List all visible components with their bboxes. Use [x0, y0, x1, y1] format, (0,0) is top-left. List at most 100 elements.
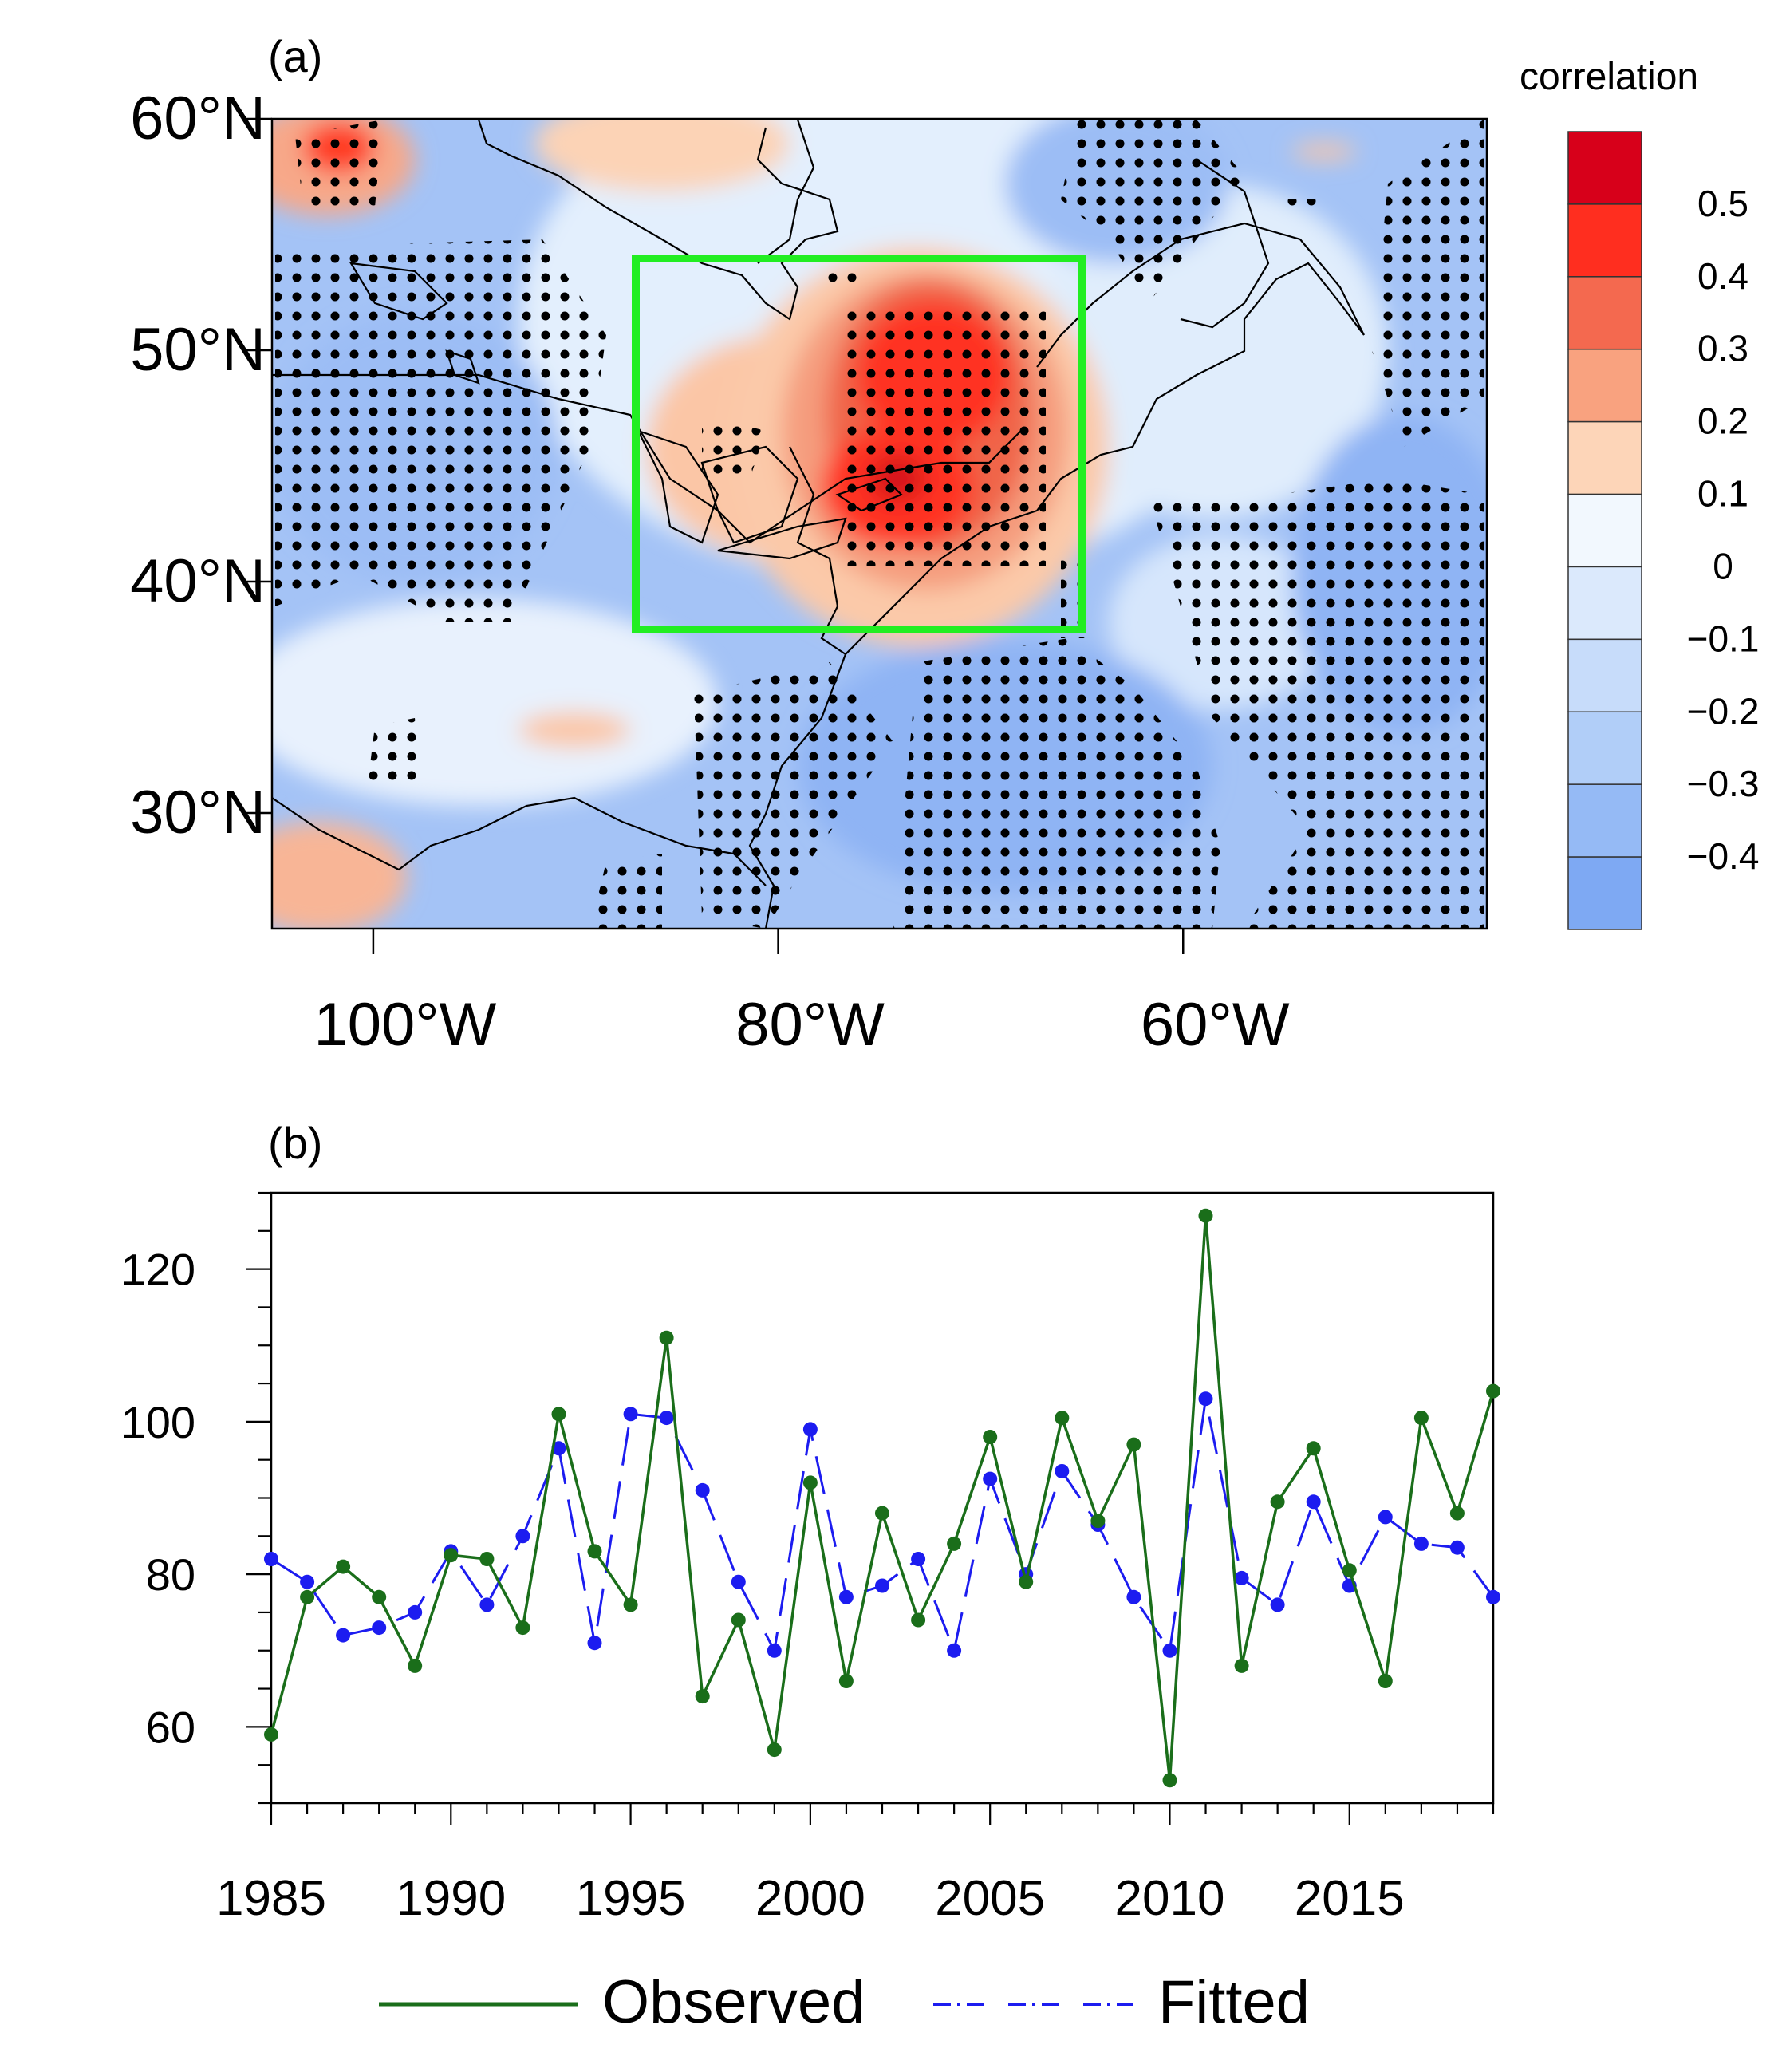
observed-point [802, 1475, 818, 1490]
fitted-point [372, 1620, 387, 1636]
colorbar-label: 0.1 [1697, 473, 1748, 515]
map-longitude-axis: 100°W 80°W 60°W [313, 929, 1290, 1059]
observed-point [911, 1612, 926, 1628]
y-axis: 60 80 100 120 [121, 1191, 271, 1805]
x-tick-label: 1990 [396, 1871, 506, 1926]
observed-point [300, 1589, 315, 1604]
coastline [272, 373, 1022, 544]
significance-stippling-core [842, 303, 1046, 566]
observed-point [515, 1620, 530, 1636]
fitted-point [1449, 1540, 1465, 1555]
observed-point [1306, 1441, 1321, 1456]
x-axis: 1985 1990 1995 2000 2005 2010 2015 [216, 1803, 1495, 1926]
lake-outline [700, 445, 799, 544]
colorbar-label: 0.4 [1697, 255, 1748, 297]
colorbar-label: −0.2 [1687, 690, 1760, 732]
fitted-point [551, 1441, 566, 1456]
x-tick-label: 2015 [1295, 1871, 1405, 1926]
fitted-point [1055, 1464, 1070, 1478]
panel-a-label: (a) [268, 31, 322, 81]
lat-tick-label: 30°N [130, 779, 266, 847]
series-observed [264, 1208, 1500, 1788]
map-warm-zone [1292, 144, 1356, 160]
observed-point [1019, 1574, 1034, 1589]
lon-tick-label: 80°W [735, 991, 885, 1059]
colorbar-cell [1567, 711, 1642, 785]
fitted-point [802, 1422, 818, 1437]
y-tick-label: 80 [146, 1549, 195, 1600]
fitted-point [911, 1552, 926, 1566]
fitted-point [659, 1411, 674, 1426]
legend-fitted-label: Fitted [1158, 1968, 1310, 2036]
colorbar-label: 0.5 [1697, 183, 1748, 224]
y-tick-label: 120 [121, 1245, 195, 1295]
colorbar-cells [1567, 131, 1642, 930]
colorbar-cell [1567, 348, 1642, 423]
observed-point [1486, 1383, 1500, 1399]
colorbar-cell [1567, 856, 1642, 930]
fitted-point [336, 1628, 351, 1643]
x-tick-label: 2010 [1115, 1871, 1225, 1926]
coastline [757, 119, 815, 264]
observed-point [264, 1727, 278, 1742]
lon-tick-label: 60°W [1141, 991, 1290, 1059]
colorbar-cell [1567, 276, 1642, 350]
observed-point [1234, 1658, 1249, 1673]
lat-tick-label: 60°N [130, 85, 266, 152]
fitted-point [515, 1529, 530, 1544]
observed-point [947, 1536, 962, 1551]
observed-point [623, 1597, 638, 1612]
observed-point [444, 1548, 459, 1563]
fitted-point [587, 1636, 602, 1651]
x-tick-label: 1985 [216, 1871, 326, 1926]
series-fitted [264, 1391, 1500, 1658]
colorbar-title: correlation [1520, 56, 1698, 98]
map-warm-zone [518, 712, 630, 748]
observed-point [336, 1559, 351, 1574]
observed-point [1449, 1506, 1465, 1521]
fitted-point [838, 1589, 854, 1604]
fitted-point [731, 1574, 746, 1589]
fitted-point [408, 1604, 423, 1620]
fitted-point [767, 1643, 782, 1658]
coastline [477, 119, 839, 321]
fitted-line [270, 1398, 1495, 1656]
colorbar-label: −0.1 [1687, 618, 1760, 659]
observed-point [1342, 1563, 1357, 1578]
observed-point [408, 1658, 423, 1673]
focus-region-box [632, 255, 1086, 633]
legend-observed-label: Observed [602, 1968, 865, 2036]
fitted-point [479, 1597, 495, 1612]
observed-point [983, 1430, 998, 1444]
observed-point [838, 1674, 854, 1688]
panel-b-label: (b) [268, 1118, 322, 1168]
observed-point [1413, 1411, 1429, 1426]
x-tick-label: 2000 [755, 1871, 865, 1926]
observed-point [695, 1689, 710, 1704]
map-field [272, 119, 1487, 929]
legend: Observed Fitted [379, 1968, 1310, 2036]
colorbar-cell [1567, 638, 1642, 713]
observed-point [1270, 1494, 1285, 1510]
colorbar-label: −0.4 [1687, 835, 1760, 877]
map-latitude-axis: 30°N 40°N 50°N 60°N [130, 85, 272, 847]
observed-point [1378, 1674, 1393, 1688]
fitted-point [623, 1407, 638, 1422]
observed-point [1055, 1411, 1070, 1426]
fitted-point [1198, 1391, 1213, 1407]
colorbar-cell [1567, 420, 1642, 495]
observed-point [875, 1506, 889, 1521]
colorbar-label: 0.2 [1697, 401, 1748, 442]
coastline [272, 796, 767, 886]
fitted-point [947, 1643, 962, 1658]
fitted-point [1413, 1536, 1429, 1551]
colorbar-cell [1567, 566, 1642, 641]
observed-point [731, 1612, 746, 1628]
observed-point [1126, 1437, 1141, 1452]
coastline [1180, 159, 1270, 329]
lon-tick-label: 100°W [313, 991, 496, 1059]
fitted-point [1270, 1597, 1285, 1612]
lat-tick-label: 50°N [130, 316, 266, 384]
colorbar-labels: 0.5 0.4 0.3 0.2 0.1 0 −0.1 −0.2 −0.3 −0.4 [1687, 183, 1760, 877]
map-warm-zone [272, 822, 407, 929]
